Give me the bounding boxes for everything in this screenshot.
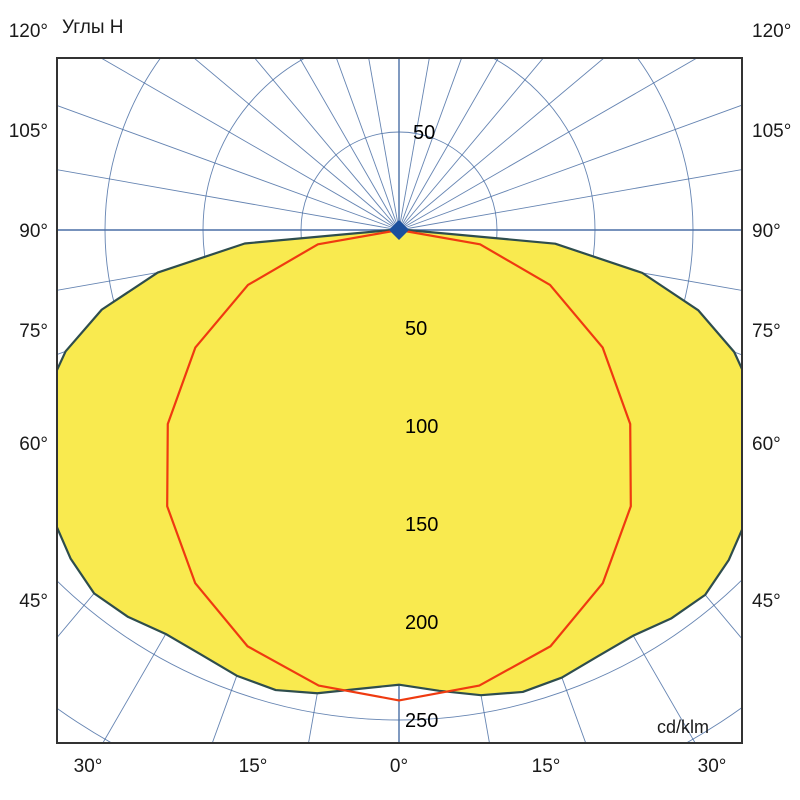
axis-label-right: 105°: [752, 121, 791, 142]
radial-tick-label: 100: [405, 416, 438, 438]
axis-label-left: 90°: [19, 221, 48, 242]
unit-label: cd/klm: [657, 717, 709, 737]
axis-label-right: 60°: [752, 434, 781, 455]
axis-label-bottom: 15°: [239, 756, 268, 777]
distribution-curves: [57, 228, 742, 702]
axis-label-left: 75°: [19, 321, 48, 342]
axis-label-right: 90°: [752, 221, 781, 242]
radial-tick-label: 150: [405, 514, 438, 536]
radial-tick-label: 200: [405, 612, 438, 634]
axis-label-bottom: 30°: [74, 756, 103, 777]
radial-tick-label: 250: [405, 710, 438, 732]
plot-border: [56, 57, 743, 744]
axis-label-left: 45°: [19, 591, 48, 612]
radial-tick-label: 50: [405, 318, 427, 340]
axis-label-bottom: 15°: [532, 756, 561, 777]
radial-tick-label-top: 50: [413, 122, 435, 144]
axis-label-right: 75°: [752, 321, 781, 342]
axis-label-left: 60°: [19, 434, 48, 455]
page-title: Углы Н: [62, 17, 123, 38]
axis-label-right: 45°: [752, 591, 781, 612]
pole-marker: [389, 220, 409, 240]
axis-label-right: 120°: [752, 21, 791, 42]
angular-axis-labels: 120° 105° 90° 75° 60° 45° 120° 105° 90° 75° 60° 45°…: [9, 21, 792, 777]
axis-label-left: 105°: [9, 121, 48, 142]
axis-label-left: 120°: [9, 21, 48, 42]
radial-tick-labels: 50 50 100 150 200 250: [405, 122, 438, 732]
axis-label-bottom: 30°: [698, 756, 727, 777]
axis-label-bottom: 0°: [390, 756, 408, 777]
